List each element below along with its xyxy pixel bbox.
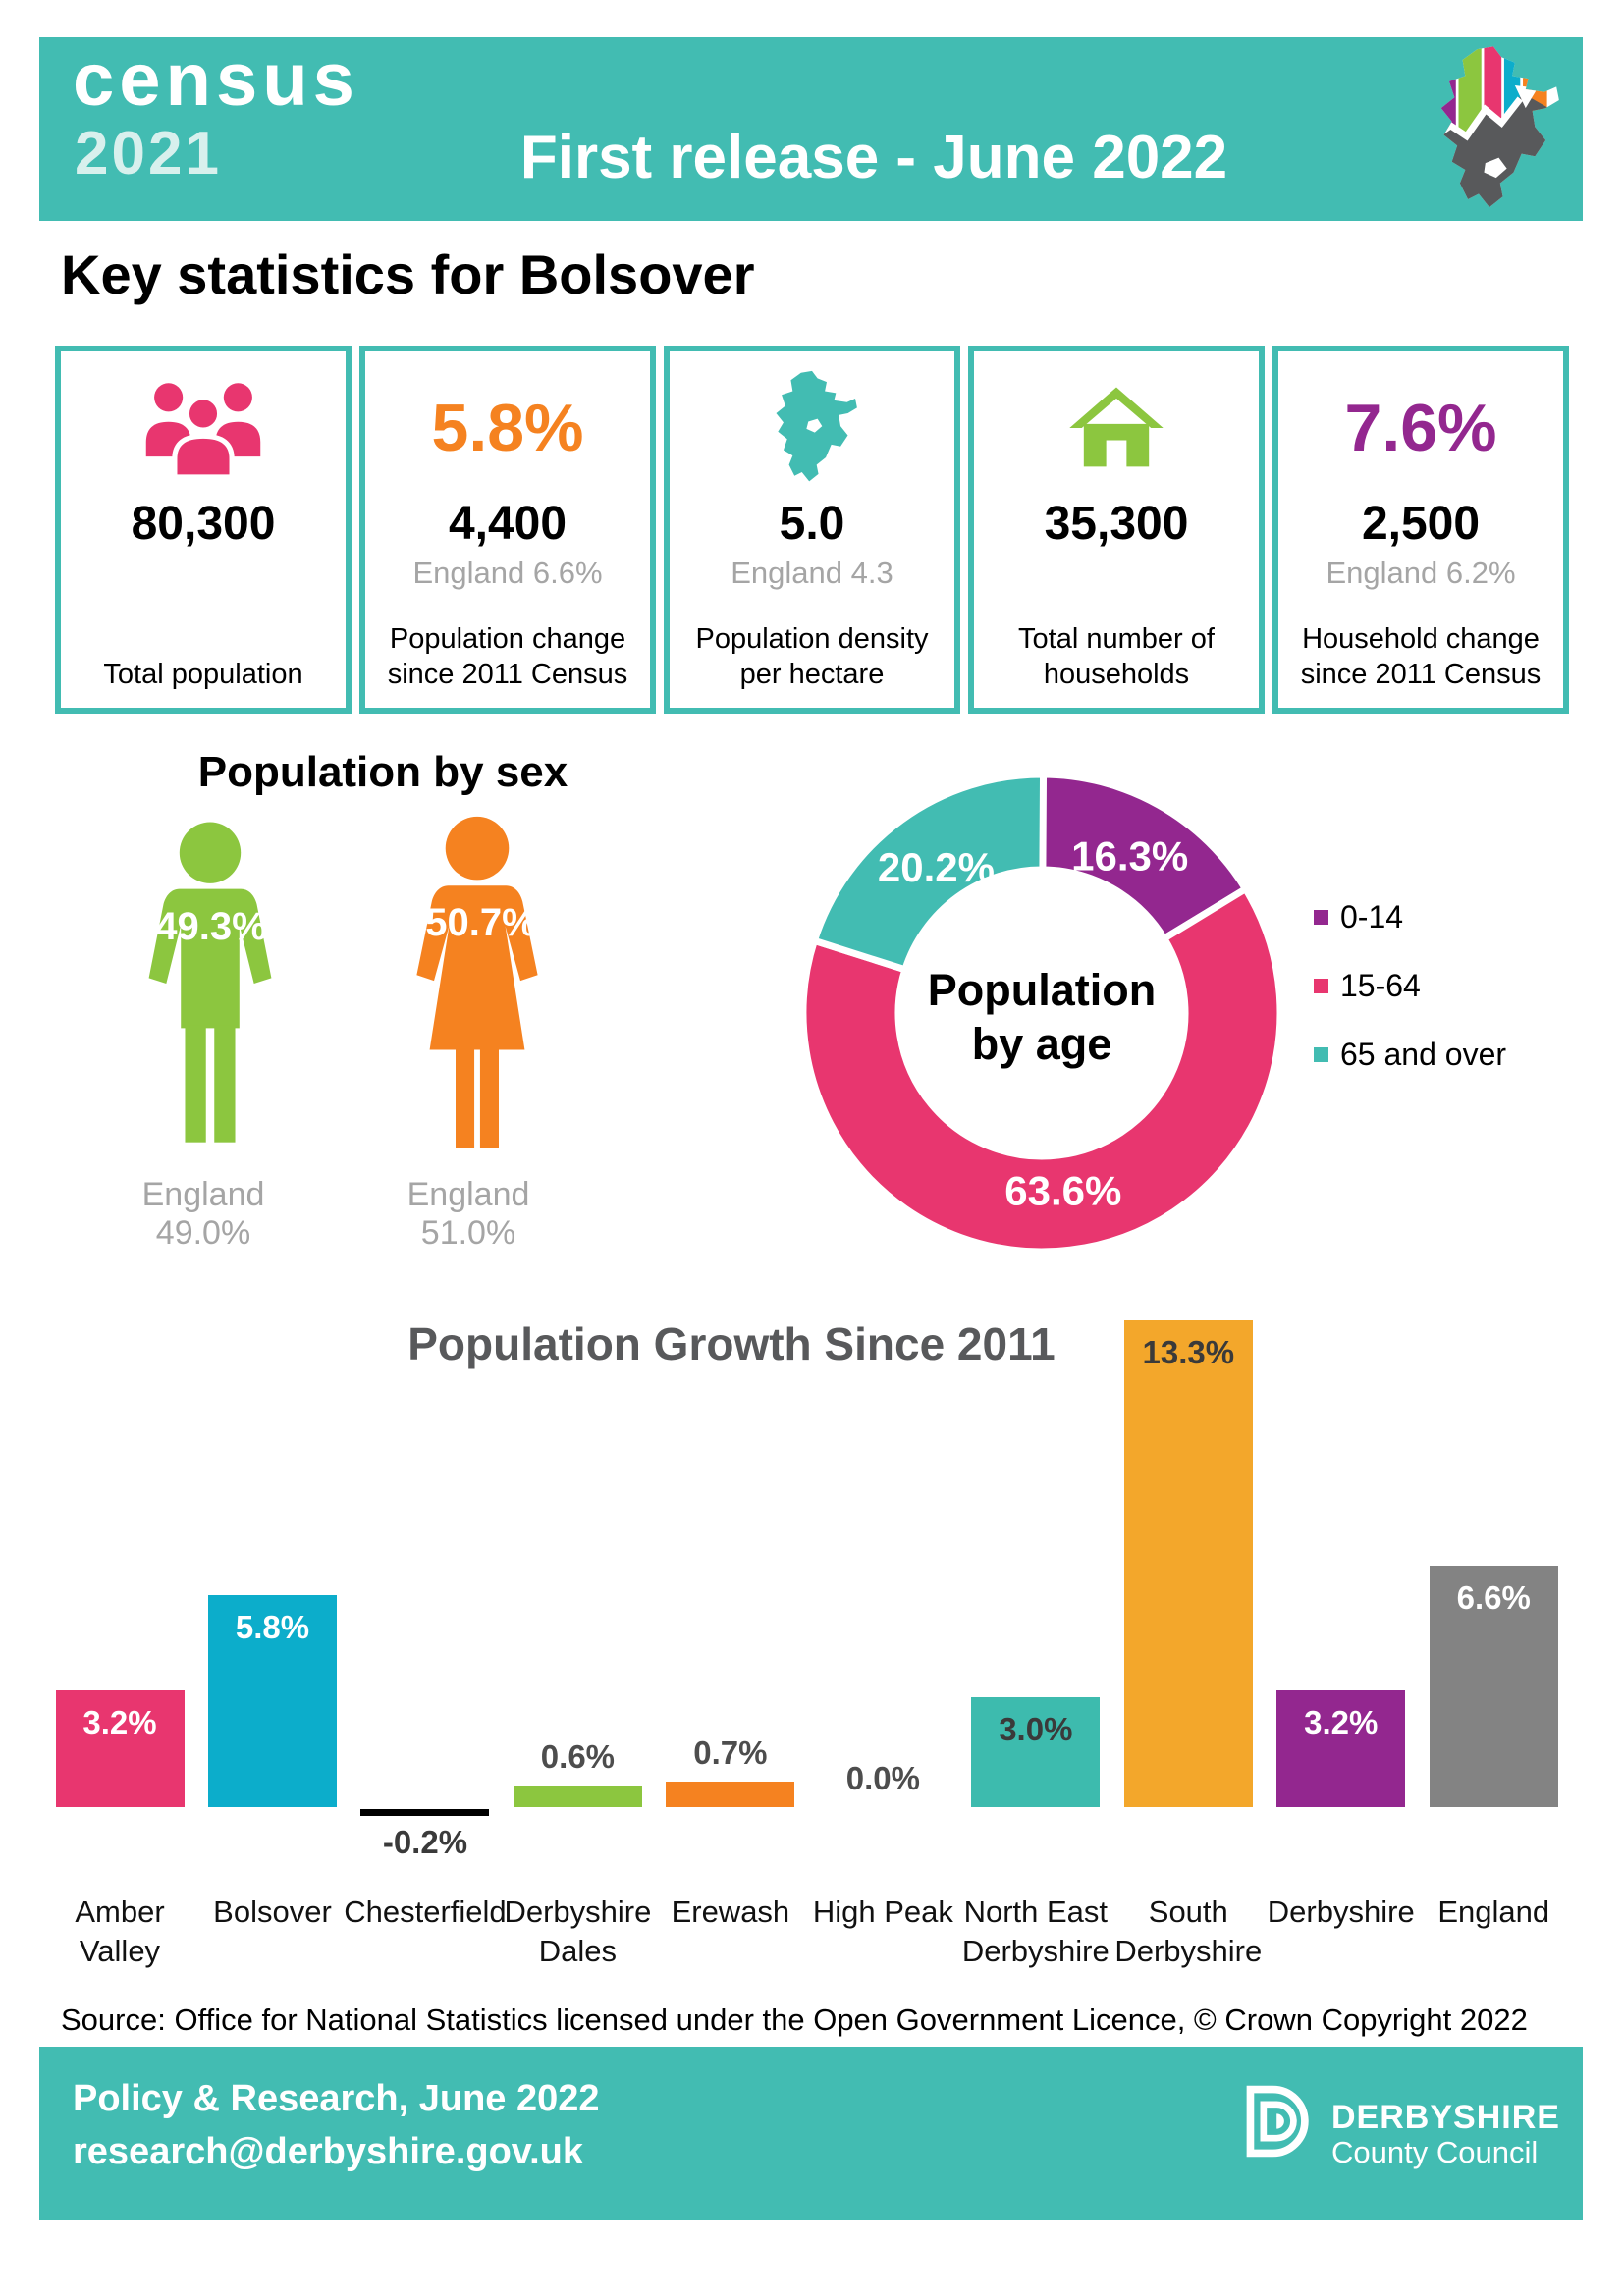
female-percent-label: 50.7% [425, 901, 537, 944]
bar-England [1429, 1565, 1558, 1807]
footer-email[interactable]: research@derbyshire.gov.uk [73, 2131, 584, 2172]
male-percent-label: 49.3% [155, 905, 267, 948]
female-england-label: England 51.0% [406, 1176, 530, 1252]
bar-Chesterfield [360, 1809, 490, 1817]
stat-value: 2,500 [1361, 498, 1481, 550]
bar-category-label: Chesterfield [344, 1895, 507, 1929]
stat-highlight: 7.6% [1344, 391, 1497, 465]
bar-Erewash [666, 1781, 795, 1807]
stat-value: 5.0 [779, 498, 845, 550]
bar-category-label: Erewash [671, 1895, 790, 1929]
female-figure-icon [416, 816, 538, 1148]
bar-value-label: 0.0% [845, 1760, 920, 1796]
header-band: census 2021 First release - June 2022 [39, 37, 1583, 221]
donut-center-label-line1: Population [928, 965, 1156, 1015]
legend-swatch-15-64 [1314, 978, 1328, 993]
bar-category-label: North East Derbyshire [961, 1895, 1110, 1969]
legend-label: 15-64 [1340, 968, 1421, 1003]
bar-category-label: England [1437, 1895, 1550, 1929]
donut-percent-label: 16.3% [1071, 832, 1188, 879]
donut-slice-65 and over [810, 771, 1048, 975]
stat-card-population-change: 5.8% 4,400 England 6.6% Population chang… [359, 346, 656, 714]
legend-label: 0-14 [1340, 899, 1404, 934]
stat-value: 80,300 [131, 498, 276, 550]
donut-center-label-line2: by age [972, 1019, 1112, 1069]
bar-value-label: 0.7% [693, 1734, 768, 1771]
male-figure-icon [148, 822, 272, 1143]
bar-Derbyshire Dales [513, 1785, 642, 1807]
legend-item-0-14: 0-14 [1314, 901, 1403, 933]
donut-percent-label: 63.6% [1004, 1168, 1121, 1214]
stat-highlight: 5.8% [431, 391, 584, 465]
bar-Amber Valley [55, 1689, 185, 1807]
legend-item-65-and-over: 65 and over [1314, 1039, 1506, 1070]
derbyshire-county-council-logo-icon [1246, 2085, 1309, 2158]
bar-South Derbyshire [1123, 1319, 1253, 1807]
population-by-sex-title: Population by sex [197, 748, 568, 796]
bar-category-label: Amber Valley [75, 1895, 165, 1969]
legend-swatch-0-14 [1314, 909, 1328, 925]
council-name: DERBYSHIRE [1331, 2099, 1560, 2136]
bar-category-label: Derbyshire [1267, 1895, 1415, 1929]
bar-category-label: South Derbyshire [1114, 1895, 1263, 1969]
legend-label: 65 and over [1340, 1037, 1507, 1072]
legend-item-15-64: 15-64 [1314, 970, 1421, 1001]
bar-value-label: -0.2% [382, 1824, 468, 1861]
stat-card-population-density: 5.0 England 4.3 Population density per h… [664, 346, 960, 714]
bar-value-label: 3.2% [82, 1703, 157, 1740]
stat-comparison: England 6.2% [1326, 556, 1516, 590]
people-icon [145, 383, 261, 479]
bar-value-label: 3.2% [1304, 1703, 1379, 1740]
source-attribution: Source: Office for National Statistics l… [61, 2002, 1528, 2037]
bar-category-label: High Peak [812, 1895, 953, 1929]
bar-Derbyshire [1276, 1689, 1406, 1807]
census-logo-year: 2021 [75, 120, 222, 187]
growth-chart-title: Population Growth Since 2011 [407, 1318, 1056, 1369]
footer-dept: Policy & Research, June 2022 [73, 2078, 600, 2119]
stat-caption: Total number of households [1018, 622, 1215, 690]
donut-percent-label: 20.2% [878, 844, 995, 890]
stat-card-households: 35,300 Total number of households [968, 346, 1265, 714]
bar-category-label: Derbyshire Dales [504, 1895, 652, 1969]
stat-caption: Total population [103, 658, 303, 690]
stat-card-household-change: 7.6% 2,500 England 6.2% Household change… [1272, 346, 1569, 714]
donut-slice-0-14 [1038, 771, 1251, 943]
stat-comparison: England 6.6% [412, 556, 603, 590]
bar-value-label: 3.0% [999, 1711, 1073, 1748]
council-logo-text: DERBYSHIRE County Council [1331, 2101, 1560, 2167]
bar-value-label: 0.6% [540, 1737, 616, 1775]
stat-value: 35,300 [1044, 498, 1189, 550]
stat-comparison: England 4.3 [731, 556, 893, 590]
age-donut-chart: Population by age 16.3% 63.6% 20.2% [799, 771, 1284, 1255]
legend-swatch-65-and-over [1314, 1046, 1328, 1062]
stat-caption: Population density per hectare [695, 622, 929, 690]
bar-value-label: 6.6% [1456, 1578, 1531, 1616]
bar-category-label: Bolsover [213, 1895, 332, 1929]
donut-slice-15-64 [799, 883, 1284, 1255]
derbyshire-map-logo-icon [1440, 46, 1559, 208]
house-icon [1069, 387, 1164, 467]
footer-band: Policy & Research, June 2022 research@de… [39, 2047, 1583, 2220]
stat-caption: Population change since 2011 Census [387, 622, 628, 690]
council-subtitle: County Council [1331, 2135, 1539, 2169]
map-icon [776, 370, 857, 482]
stat-card-total-population: 80,300 Total population [55, 346, 352, 714]
stat-caption: Household change since 2011 Census [1300, 622, 1542, 690]
male-england-label: England 49.0% [141, 1176, 265, 1252]
bar-North East Derbyshire [971, 1697, 1101, 1807]
stat-value: 4,400 [448, 498, 568, 550]
bar-Bolsover [207, 1594, 337, 1807]
bar-value-label: 5.8% [235, 1608, 310, 1645]
page-title: First release - June 2022 [519, 124, 1228, 191]
census-logo-wordmark: census [73, 38, 359, 122]
page-heading: Key statistics for Bolsover [61, 243, 755, 305]
stat-cards-row: 80,300 Total population 5.8% 4,400 Engla… [55, 346, 1569, 714]
